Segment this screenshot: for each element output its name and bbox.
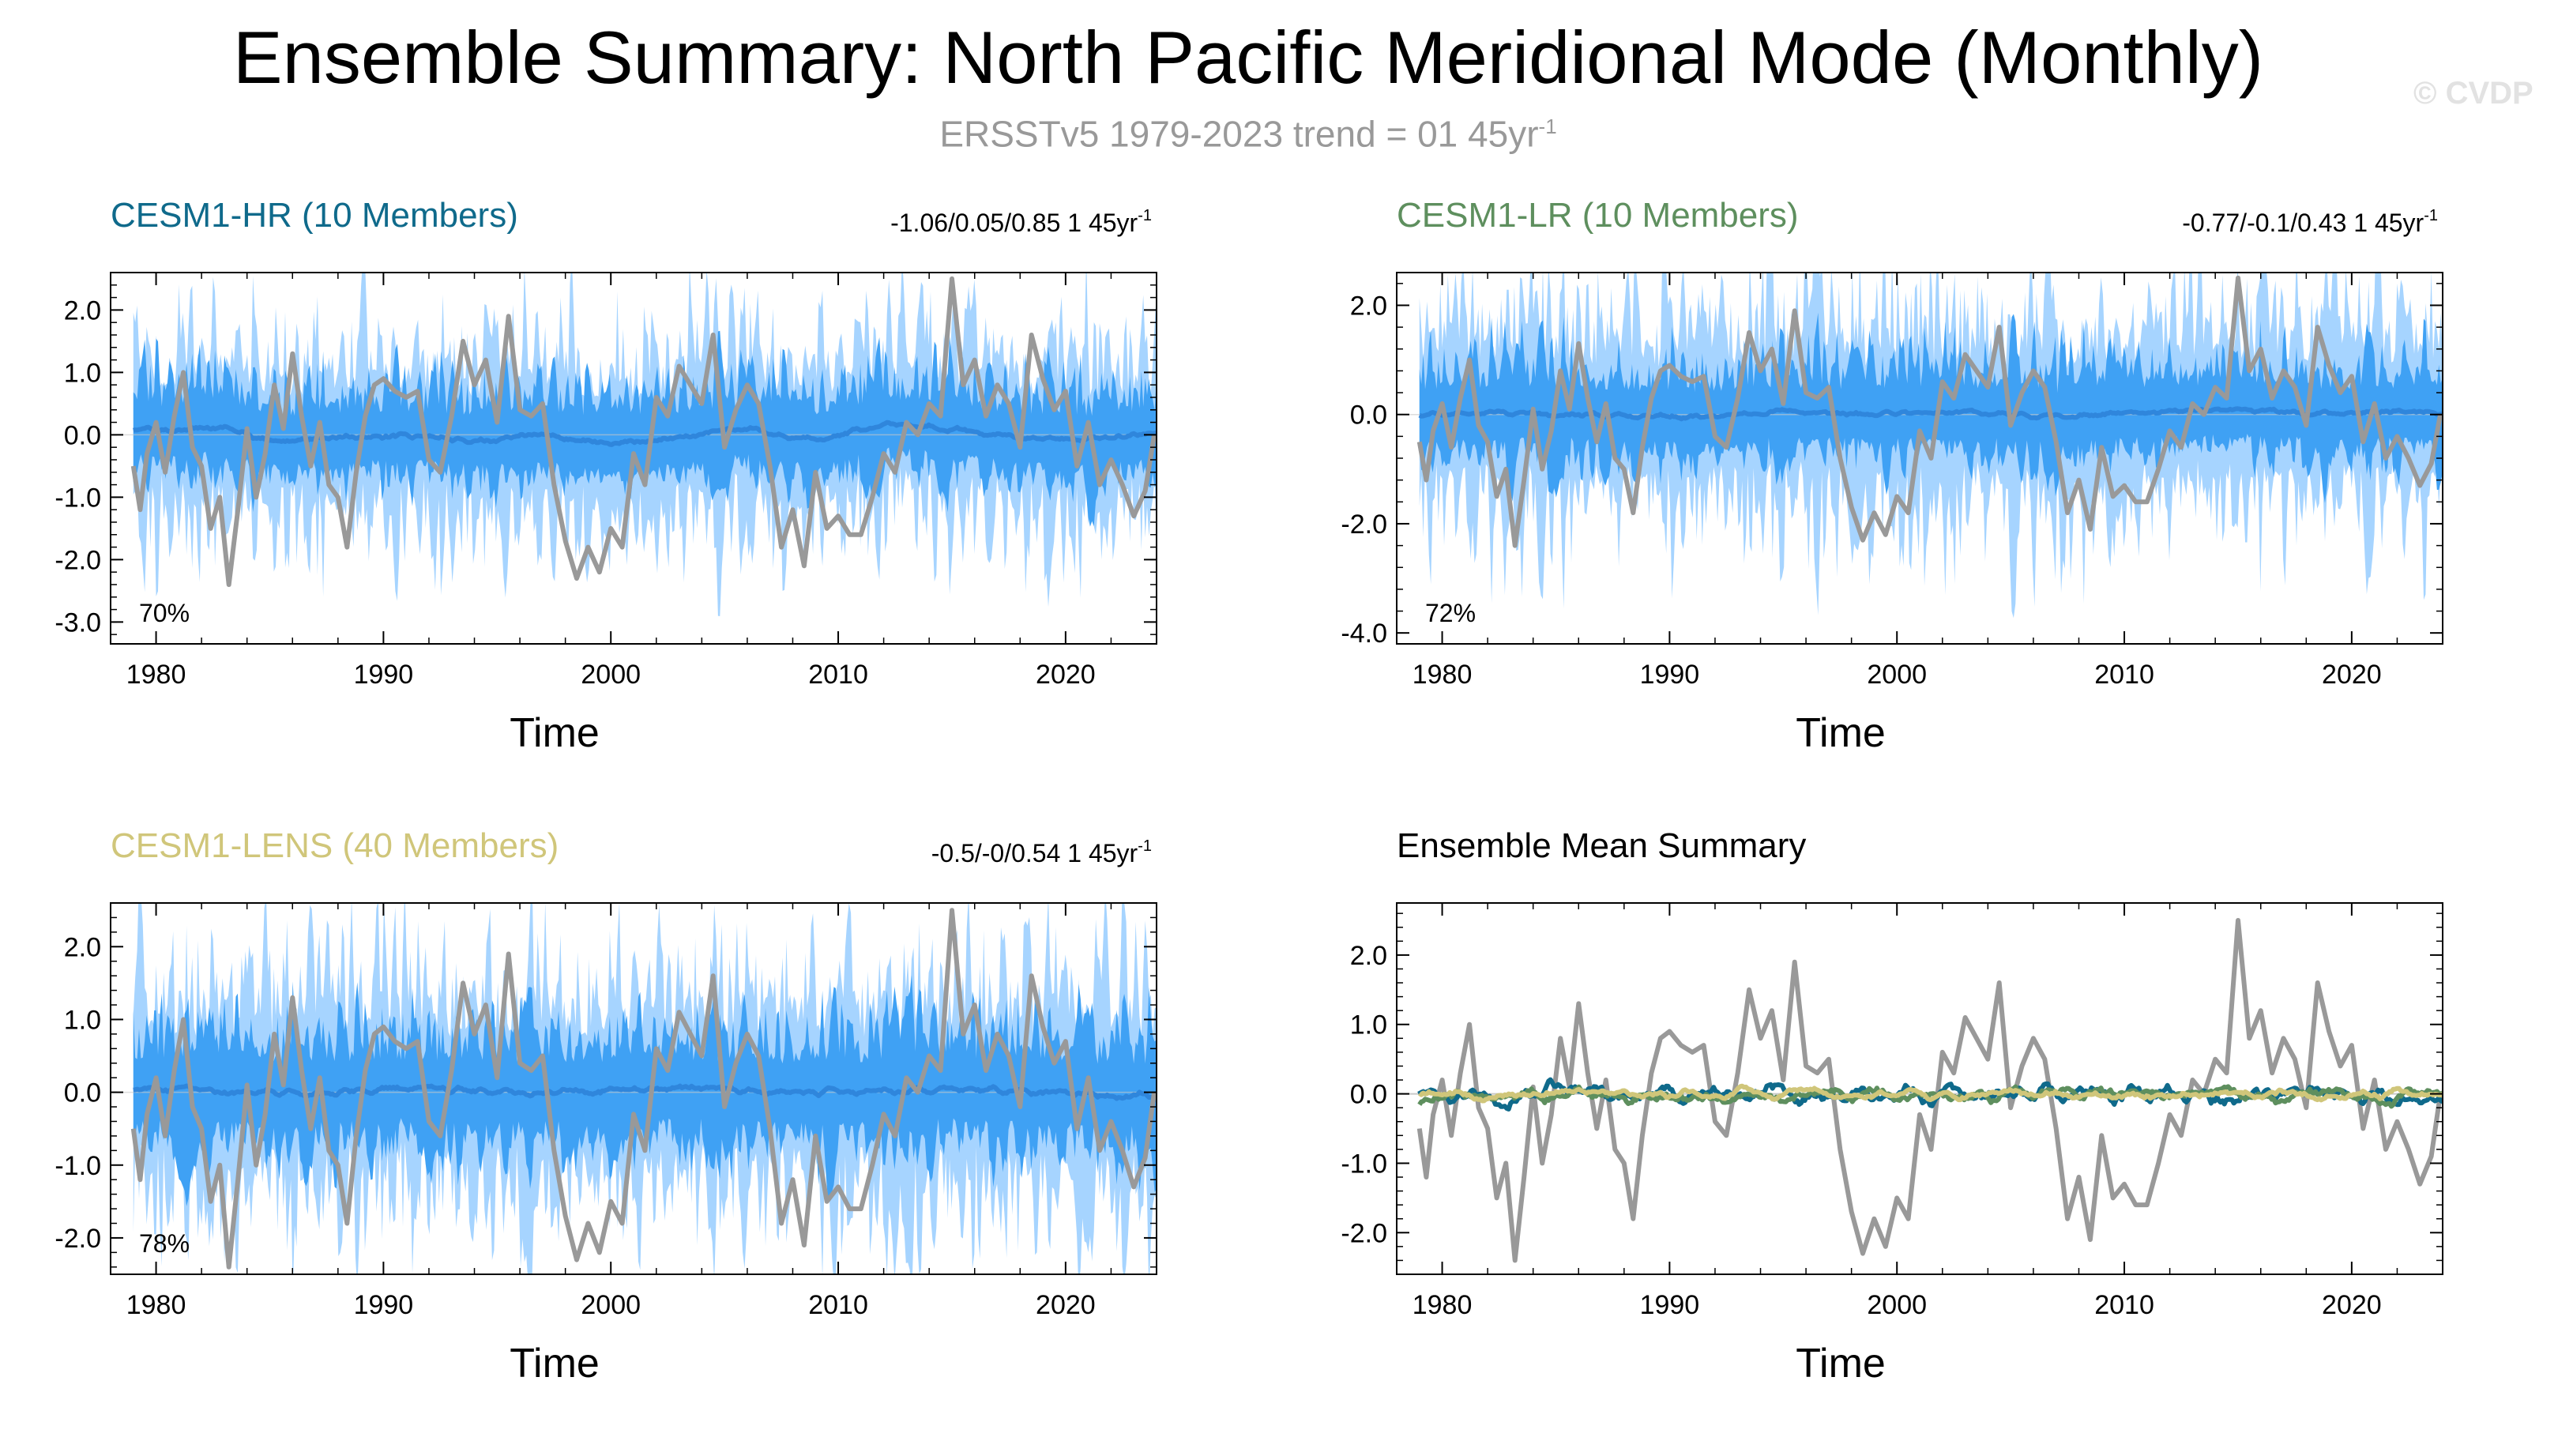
series-line-cesm1-lr xyxy=(1417,1084,2443,1109)
x-axis-label: Time xyxy=(510,1341,600,1386)
x-tick-label: 1980 xyxy=(1413,660,1473,690)
subtitle: ERSSTv5 1979-2023 trend = 01 45yr-1 xyxy=(0,104,2496,156)
y-tick-label: -1.0 xyxy=(1341,1149,1387,1179)
panel-cesm1-lens: CESM1-LENS (40 Members) -0.5/-0/0.54 1 45… xyxy=(0,824,1286,1456)
plot-frame xyxy=(110,902,1157,1275)
y-tick-label: 2.0 xyxy=(1350,941,1387,971)
x-axis-label: Time xyxy=(1796,1341,1886,1386)
trend-label: -0.77/-0.1/0.43 1 45yr-1 xyxy=(2182,207,2438,237)
y-tick-label: 2.0 xyxy=(1350,291,1387,321)
y-tick-label: 0.0 xyxy=(64,1078,101,1108)
x-tick-label: 1980 xyxy=(126,1290,186,1320)
panel-title: CESM1-LENS (40 Members) xyxy=(111,826,559,865)
plot-area xyxy=(111,273,1157,616)
panel-title: CESM1-HR (10 Members) xyxy=(111,196,518,235)
spread-inner xyxy=(133,330,1157,527)
trend-label: -0.5/-0/0.54 1 45yr-1 xyxy=(931,837,1152,867)
x-tick-label: 2020 xyxy=(2322,660,2382,690)
chart-cesm1-lr: CESM1-LR (10 Members) -0.77/-0.1/0.43 1 4… xyxy=(1341,196,2443,756)
x-tick-label: 2010 xyxy=(2094,1290,2154,1320)
watermark: © CVDP xyxy=(2413,76,2534,111)
y-tick-label: 0.0 xyxy=(64,420,101,450)
observations-line xyxy=(1416,275,2443,548)
y-tick-label: 0.0 xyxy=(1350,1080,1387,1110)
x-tick-label: 2020 xyxy=(1036,1290,1096,1320)
x-tick-label: 1990 xyxy=(354,1290,414,1320)
y-tick-label: 1.0 xyxy=(64,358,101,388)
x-tick-label: 2020 xyxy=(1036,660,1096,690)
chart-cesm1-hr: CESM1-HR (10 Members) -1.06/0.05/0.85 1 4… xyxy=(55,196,1157,756)
percent-label: 78% xyxy=(139,1229,190,1258)
x-axis-label: Time xyxy=(510,710,600,756)
plot-frame xyxy=(1396,902,2443,1275)
plot-area xyxy=(1397,273,2443,619)
chart-ensemble-mean-summary: Ensemble Mean Summary 2.0 1.0 0.0 -1.0 -2.0 19… xyxy=(1341,826,2443,1386)
y-tick-label: 2.0 xyxy=(64,932,101,962)
percent-label: 70% xyxy=(139,599,190,627)
x-tick-label: 1990 xyxy=(354,660,414,690)
y-tick-label: 1.0 xyxy=(64,1005,101,1035)
main-title: Ensemble Summary: North Pacific Meridion… xyxy=(232,16,2264,99)
x-tick-label: 1980 xyxy=(1413,1290,1473,1320)
subtitle-text: ERSSTv5 1979-2023 trend = 01 45yr xyxy=(939,113,1539,155)
x-tick-label: 2010 xyxy=(808,1290,868,1320)
chart-cesm1-lens: CESM1-LENS (40 Members) -0.5/-0/0.54 1 45… xyxy=(55,826,1157,1386)
x-tick-label: 1990 xyxy=(1640,1290,1700,1320)
y-tick-label: -4.0 xyxy=(1341,619,1387,649)
x-tick-label: 1990 xyxy=(1640,660,1700,690)
x-tick-label: 1980 xyxy=(126,660,186,690)
plot-area xyxy=(1397,918,2443,1263)
percent-label: 72% xyxy=(1425,599,1476,627)
x-tick-label: 2010 xyxy=(2094,660,2154,690)
x-tick-label: 2000 xyxy=(1867,660,1927,690)
observations-line xyxy=(130,908,1157,1270)
y-tick-label: 0.0 xyxy=(1350,401,1387,431)
y-tick-label: -3.0 xyxy=(55,608,101,638)
y-tick-label: -1.0 xyxy=(55,1151,101,1181)
y-tick-label: -2.0 xyxy=(1341,1218,1387,1248)
y-tick-label: 2.0 xyxy=(64,295,101,325)
y-tick-label: -2.0 xyxy=(55,1224,101,1254)
y-tick-label: 1.0 xyxy=(1350,1010,1387,1040)
x-axis-label: Time xyxy=(1796,710,1886,756)
panel-title: CESM1-LR (10 Members) xyxy=(1397,196,1799,235)
panel-ensemble-mean-summary: Ensemble Mean Summary 2.0 1.0 0.0 -1.0 -2.0 19… xyxy=(1286,824,2572,1456)
x-tick-label: 2000 xyxy=(581,660,641,690)
panel-cesm1-hr: CESM1-HR (10 Members) -1.06/0.05/0.85 1 4… xyxy=(0,194,1286,826)
x-tick-label: 2000 xyxy=(581,1290,641,1320)
y-tick-label: -2.0 xyxy=(1341,510,1387,540)
y-tick-label: -1.0 xyxy=(55,483,101,513)
y-tick-label: -2.0 xyxy=(55,545,101,575)
spread-inner xyxy=(1419,312,2443,503)
observations-line xyxy=(1416,918,2443,1263)
series-line-cesm1-lens xyxy=(1417,1083,2443,1104)
x-tick-label: 2020 xyxy=(2322,1290,2382,1320)
x-tick-label: 2000 xyxy=(1867,1290,1927,1320)
plot-frame xyxy=(110,272,1157,645)
x-tick-label: 2010 xyxy=(808,660,868,690)
panel-title: Ensemble Mean Summary xyxy=(1397,826,1806,865)
observations-line xyxy=(130,276,1157,587)
subtitle-superscript: -1 xyxy=(1538,115,1557,138)
trend-label: -1.06/0.05/0.85 1 45yr-1 xyxy=(890,207,1152,237)
plot-area xyxy=(111,903,1157,1274)
panel-cesm1-lr: CESM1-LR (10 Members) -0.77/-0.1/0.43 1 4… xyxy=(1286,194,2572,826)
